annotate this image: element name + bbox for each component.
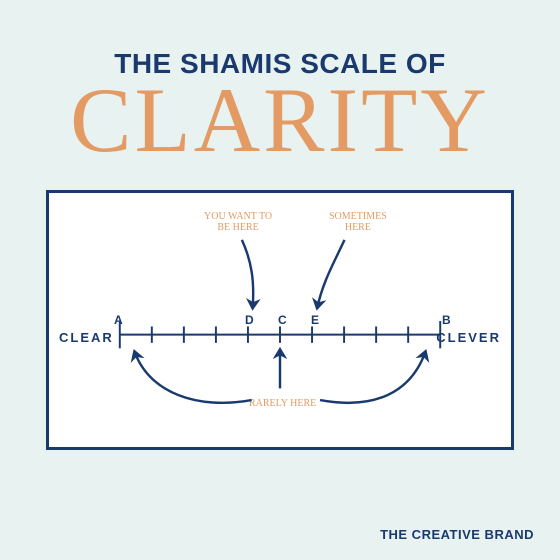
scale-svg bbox=[49, 193, 511, 447]
axis-group bbox=[120, 321, 440, 348]
title-line2: CLARITY bbox=[0, 74, 560, 166]
footer-brand: THE CREATIVE BRAND bbox=[380, 527, 534, 542]
title-block: THE SHAMIS SCALE OF CLARITY bbox=[0, 0, 560, 166]
arrows-group bbox=[134, 240, 425, 403]
diagram-box: YOU WANT TO BE HERE SOMETIMES HERE RAREL… bbox=[46, 190, 514, 450]
